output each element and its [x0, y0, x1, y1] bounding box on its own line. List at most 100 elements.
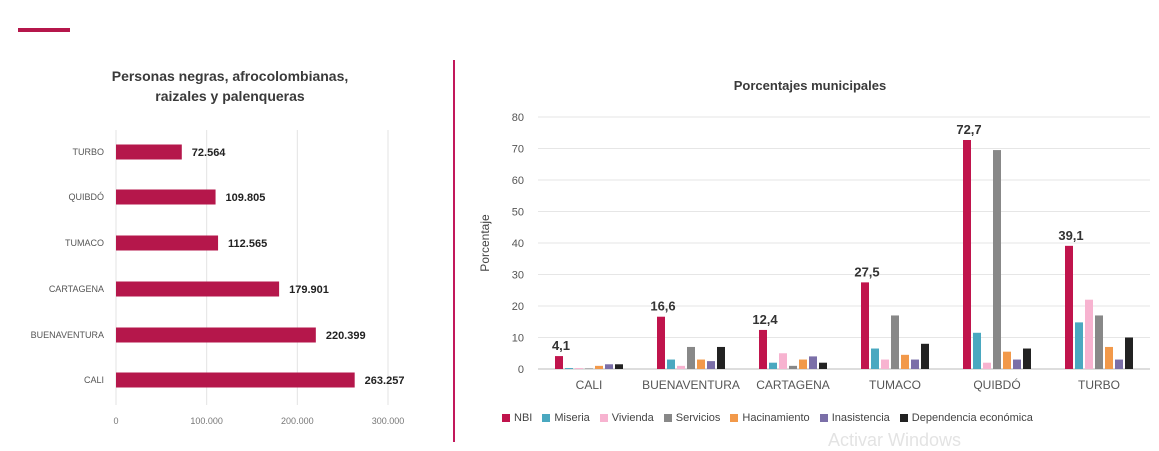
bar — [799, 359, 807, 369]
y-tick-label: 80 — [512, 112, 524, 124]
bar — [555, 356, 563, 369]
legend-label: Inasistencia — [831, 412, 890, 424]
data-label: 27,5 — [854, 264, 879, 279]
category-label: QUIBDÓ — [973, 377, 1020, 392]
bar — [687, 346, 695, 369]
bar — [1105, 346, 1113, 369]
y-tick-label: 20 — [512, 301, 524, 313]
y-tick-label: 60 — [512, 175, 524, 187]
data-label: 72.564 — [192, 147, 227, 159]
bar — [779, 353, 787, 369]
bar — [911, 359, 919, 369]
y-tick-label: 0 — [518, 364, 524, 376]
data-label: 72,7 — [956, 122, 981, 137]
legend-swatch — [899, 414, 908, 422]
category-label: TURBO — [1078, 378, 1120, 392]
legend-swatch — [599, 414, 608, 422]
bar — [809, 356, 817, 369]
bar — [116, 281, 280, 297]
bar — [993, 150, 1001, 369]
category-label: BUENAVENTURA — [31, 330, 104, 340]
bar — [1115, 359, 1123, 369]
legend-item: Hacinamiento — [730, 412, 810, 424]
bar — [575, 368, 583, 369]
legend: NBI Miseria Vivienda Servicios Hacinamiento I… — [502, 412, 1033, 424]
legend-item: Dependencia económica — [899, 412, 1033, 424]
bar — [891, 315, 899, 369]
data-label: 4,1 — [552, 338, 570, 353]
bar — [697, 359, 705, 369]
legend-swatch — [730, 414, 739, 422]
bar — [585, 368, 593, 369]
legend-swatch — [819, 414, 828, 422]
left-chart-title-line-2: raizales y palenqueras — [155, 88, 305, 104]
bar — [1075, 322, 1083, 369]
bar — [657, 316, 665, 369]
left-chart-title-line-1: Personas negras, afrocolombianas, — [111, 68, 349, 84]
category-label: TUMACO — [869, 378, 921, 392]
bar — [1085, 299, 1093, 369]
bar — [1095, 315, 1103, 369]
category-label: CALI — [576, 378, 603, 392]
bar — [116, 327, 316, 343]
data-label: 109.805 — [226, 192, 266, 204]
y-tick-label: 10 — [512, 333, 524, 345]
data-label: 220.399 — [326, 330, 366, 342]
bar — [707, 361, 715, 369]
bar — [116, 372, 355, 388]
legend-label: Hacinamiento — [742, 412, 810, 424]
category-label: TURBO — [73, 147, 105, 157]
y-tick-label: 40 — [512, 238, 524, 250]
legend-item: Vivienda — [599, 412, 654, 424]
bar — [973, 332, 981, 369]
legend-item: Inasistencia — [819, 412, 890, 424]
bar — [901, 354, 909, 369]
legend-item: Miseria — [542, 412, 590, 424]
x-tick-label: 0 — [113, 416, 118, 426]
bar — [677, 365, 685, 369]
data-label: 16,6 — [650, 299, 675, 314]
bar — [759, 329, 767, 369]
section-divider — [453, 60, 455, 442]
legend-swatch — [663, 414, 672, 422]
bar — [871, 348, 879, 369]
bar — [116, 189, 216, 205]
bar — [1023, 348, 1031, 369]
legend-label: Vivienda — [611, 412, 654, 424]
legend-label: Miseria — [554, 412, 590, 424]
y-tick-label: 70 — [512, 144, 524, 156]
bar — [116, 235, 219, 251]
legend-label: Servicios — [675, 412, 721, 424]
legend-item: Servicios — [663, 412, 721, 424]
y-axis-title: Porcentaje — [478, 214, 492, 272]
x-tick-label: 300.000 — [372, 416, 405, 426]
bar — [605, 364, 613, 369]
bar — [615, 364, 623, 369]
bar — [717, 346, 725, 369]
accent-bar — [18, 28, 70, 32]
activate-windows-watermark: Activar Windows — [828, 430, 962, 450]
data-label: 12,4 — [752, 312, 778, 327]
bar — [921, 343, 929, 369]
bar — [1013, 359, 1021, 369]
legend-label: Dependencia económica — [911, 412, 1033, 424]
data-label: 39,1 — [1058, 228, 1083, 243]
legend-label: NBI — [514, 412, 533, 424]
legend-swatch — [542, 414, 551, 422]
category-label: CALI — [84, 375, 104, 385]
legend-item: NBI — [502, 412, 532, 424]
y-tick-label: 50 — [512, 207, 524, 219]
bar — [963, 139, 971, 369]
category-label: QUIBDÓ — [68, 192, 104, 202]
x-tick-label: 100.000 — [190, 416, 223, 426]
bar — [881, 359, 889, 369]
bar — [861, 282, 869, 369]
bar — [595, 365, 603, 369]
bar — [1065, 245, 1073, 369]
bar — [667, 359, 675, 369]
bar — [116, 144, 182, 160]
legend-swatch — [502, 414, 510, 422]
bar — [769, 362, 777, 369]
category-label: BUENAVENTURA — [642, 378, 740, 392]
